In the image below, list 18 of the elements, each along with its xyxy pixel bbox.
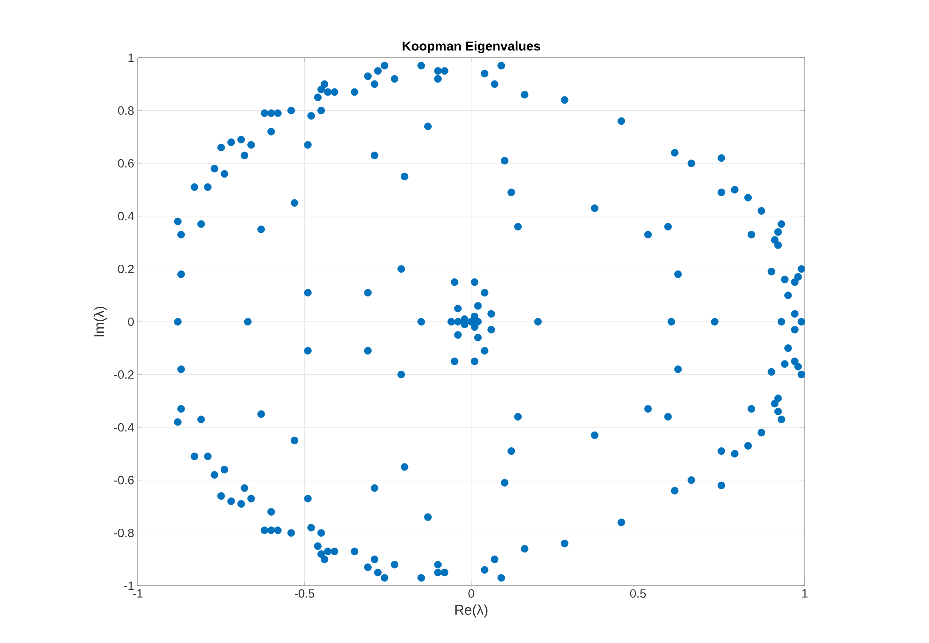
y-tick-label: -0.8 — [114, 528, 134, 538]
y-axis-title: Im(λ) — [94, 306, 108, 337]
y-tick-label: -0.6 — [114, 476, 134, 485]
y-tick-label: 0 — [128, 318, 134, 326]
y-tick-label: 0.4 — [118, 212, 134, 221]
y-tick-label: -0.2 — [114, 370, 134, 380]
x-tick-label: -0.5 — [294, 590, 315, 598]
y-tick-label: -0.4 — [114, 423, 134, 432]
x-axis-title: Re(λ) — [456, 604, 488, 618]
x-tick-label: 1 — [802, 590, 808, 598]
y-tick-label: 1 — [128, 54, 134, 62]
x-tick-label: 0.5 — [630, 590, 646, 598]
x-tick-label: 0 — [468, 590, 474, 598]
chart-title: Koopman Eigenvalues — [402, 41, 540, 54]
y-tick-label: 0.6 — [118, 159, 134, 168]
y-tick-label: 0.2 — [118, 264, 134, 274]
y-tick-label: 0.8 — [118, 106, 134, 116]
y-tick-label: -1 — [124, 582, 134, 590]
